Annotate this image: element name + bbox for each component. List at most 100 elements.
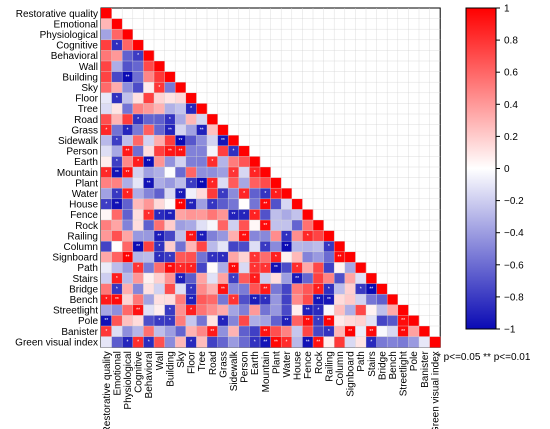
- row-label: Pole: [78, 316, 98, 327]
- heatmap-cell: [143, 145, 155, 157]
- heatmap-cell: [270, 283, 282, 295]
- heatmap-cell: [334, 304, 345, 316]
- heatmap-cell: [143, 262, 155, 274]
- heatmap-cell: [111, 209, 123, 221]
- heatmap-cell: [302, 315, 314, 327]
- heatmap-cell: [281, 241, 292, 252]
- heatmap-cell: [111, 114, 123, 125]
- heatmap-cell: [291, 326, 303, 337]
- heatmap-cell: [228, 326, 239, 337]
- heatmap-cell: [249, 251, 261, 263]
- heatmap-cell: [260, 294, 271, 305]
- significance-mark: **: [263, 223, 267, 229]
- significance-mark: **: [115, 297, 119, 303]
- heatmap-cell: [344, 304, 356, 316]
- heatmap-cell: [132, 114, 144, 125]
- column-label: Stairs: [367, 351, 378, 377]
- significance-mark: *: [328, 286, 330, 292]
- heatmap-cell: [302, 241, 314, 252]
- heatmap-cell: [132, 167, 144, 178]
- significance-mark: *: [105, 170, 107, 176]
- significance-mark: **: [306, 318, 310, 324]
- heatmap-cell: [238, 198, 250, 210]
- heatmap-cell: [122, 156, 133, 168]
- heatmap-cell: [228, 251, 239, 263]
- heatmap-cell: [238, 188, 250, 199]
- significance-mark: *: [169, 255, 171, 261]
- heatmap-cell: [196, 326, 208, 337]
- heatmap-cell: [334, 326, 345, 337]
- significance-mark: *: [116, 191, 118, 197]
- heatmap-cell: [164, 220, 176, 231]
- heatmap-cell: [207, 315, 218, 327]
- significance-mark: *: [158, 318, 160, 324]
- heatmap-cell: [207, 251, 218, 263]
- heatmap-cell: [270, 220, 282, 231]
- heatmap-cell: [143, 50, 155, 62]
- heatmap-cell: [122, 262, 133, 274]
- heatmap-cell: [196, 103, 208, 115]
- heatmap-cell: [270, 336, 282, 348]
- heatmap-cell: [270, 315, 282, 327]
- significance-mark: *: [211, 159, 213, 165]
- heatmap-cell: [228, 336, 239, 348]
- heatmap-cell: [132, 61, 144, 72]
- heatmap-cell: [397, 304, 409, 316]
- heatmap-cell: [408, 315, 420, 327]
- heatmap-cell: [217, 198, 229, 210]
- heatmap-cell: [281, 273, 292, 284]
- heatmap-cell: [207, 262, 218, 274]
- significance-mark: *: [254, 276, 256, 282]
- heatmap-cell: [122, 92, 133, 104]
- heatmap-cell: [175, 336, 186, 348]
- row-label: Road: [74, 115, 98, 126]
- heatmap-cell: [143, 251, 155, 263]
- heatmap-cell: [217, 241, 229, 252]
- heatmap-cell: [132, 209, 144, 221]
- column-label: Restorative quality: [102, 351, 113, 429]
- significance-mark: **: [168, 212, 172, 218]
- significance-mark: **: [263, 329, 267, 335]
- heatmap-cell: [132, 156, 144, 168]
- heatmap-cell: [111, 283, 123, 295]
- heatmap-cell: [355, 294, 367, 305]
- heatmap-cell: [164, 188, 176, 199]
- heatmap-cell: [207, 273, 218, 284]
- heatmap-cell: [344, 262, 356, 274]
- significance-mark: **: [242, 233, 246, 239]
- significance-mark: *: [211, 180, 213, 186]
- heatmap-cell: [101, 198, 112, 210]
- heatmap-cell: [101, 82, 112, 93]
- heatmap-cell: [122, 39, 133, 51]
- heatmap-cell: [207, 124, 218, 136]
- heatmap-cell: [228, 167, 239, 178]
- heatmap-cell: [175, 167, 186, 178]
- colorbar-tick-label: 0.8: [504, 36, 518, 47]
- column-label: Road: [208, 351, 219, 375]
- heatmap-cell: [344, 326, 356, 337]
- heatmap-cell: [217, 145, 229, 157]
- heatmap-cell: [334, 294, 345, 305]
- heatmap-cell: [154, 336, 165, 348]
- heatmap-cell: [270, 188, 282, 199]
- significance-mark: **: [401, 318, 405, 324]
- heatmap-cell: [228, 294, 239, 305]
- heatmap-cell: [185, 283, 197, 295]
- column-label: Water: [282, 351, 293, 378]
- row-label: Fence: [70, 210, 98, 221]
- heatmap-cell: [291, 209, 303, 221]
- heatmap-cell: [111, 326, 123, 337]
- heatmap-cell: [228, 220, 239, 231]
- heatmap-cell: [111, 198, 123, 210]
- heatmap-cell: [323, 273, 335, 284]
- heatmap-cell: [228, 156, 239, 168]
- column-label: Grass: [218, 351, 229, 378]
- colorbar-tick-label: 1: [504, 4, 510, 15]
- significance-mark: *: [116, 96, 118, 102]
- significance-mark: *: [317, 318, 319, 324]
- row-label: House: [69, 200, 98, 211]
- significance-mark: *: [105, 127, 107, 133]
- column-labels: Restorative quality Emotional Physiologica…: [102, 350, 442, 429]
- heatmap-cell: [217, 251, 229, 263]
- heatmap-cell: [175, 326, 186, 337]
